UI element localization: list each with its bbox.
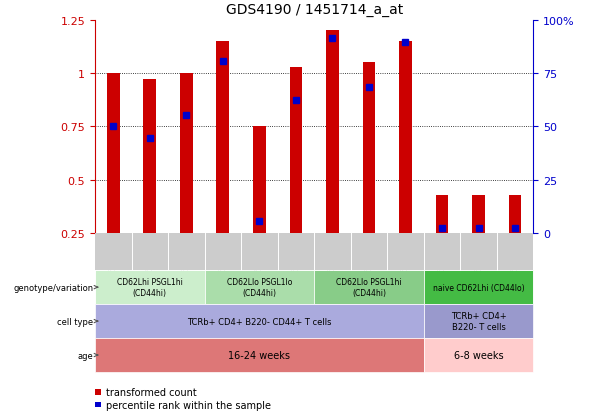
- Text: CD62Llo PSGL1hi
(CD44hi): CD62Llo PSGL1hi (CD44hi): [336, 278, 402, 297]
- Bar: [143, 80, 156, 233]
- Text: cell type: cell type: [57, 317, 93, 326]
- Bar: [95, 389, 101, 395]
- Bar: [424, 271, 533, 304]
- Bar: [314, 271, 424, 304]
- Bar: [472, 195, 485, 233]
- Bar: [95, 271, 205, 304]
- Bar: [216, 42, 229, 233]
- Bar: [205, 271, 314, 304]
- Bar: [289, 67, 302, 233]
- Bar: [95, 233, 533, 271]
- Text: CD62Lhi PSGL1hi
(CD44hi): CD62Lhi PSGL1hi (CD44hi): [117, 278, 183, 297]
- Bar: [362, 63, 375, 233]
- Text: percentile rank within the sample: percentile rank within the sample: [106, 399, 271, 410]
- Text: TCRb+ CD4+
B220- T cells: TCRb+ CD4+ B220- T cells: [451, 312, 506, 331]
- Text: age: age: [77, 351, 93, 360]
- Bar: [107, 74, 120, 233]
- Text: 16-24 weeks: 16-24 weeks: [229, 350, 291, 360]
- Text: transformed count: transformed count: [106, 387, 197, 397]
- Text: genotype/variation: genotype/variation: [13, 283, 93, 292]
- Bar: [253, 127, 266, 233]
- Bar: [424, 338, 533, 372]
- Bar: [95, 304, 424, 338]
- Text: CD62Llo PSGL1lo
(CD44hi): CD62Llo PSGL1lo (CD44hi): [227, 278, 292, 297]
- Bar: [509, 195, 522, 233]
- Text: TCRb+ CD4+ B220- CD44+ T cells: TCRb+ CD4+ B220- CD44+ T cells: [187, 317, 332, 326]
- Bar: [95, 338, 424, 372]
- Bar: [399, 42, 412, 233]
- Text: naive CD62Lhi (CD44lo): naive CD62Lhi (CD44lo): [433, 283, 524, 292]
- Title: GDS4190 / 1451714_a_at: GDS4190 / 1451714_a_at: [226, 3, 403, 17]
- Bar: [436, 195, 448, 233]
- Bar: [95, 402, 101, 407]
- Bar: [180, 74, 192, 233]
- Bar: [424, 304, 533, 338]
- Bar: [95, 271, 533, 304]
- Bar: [326, 31, 339, 233]
- Text: 6-8 weeks: 6-8 weeks: [454, 350, 503, 360]
